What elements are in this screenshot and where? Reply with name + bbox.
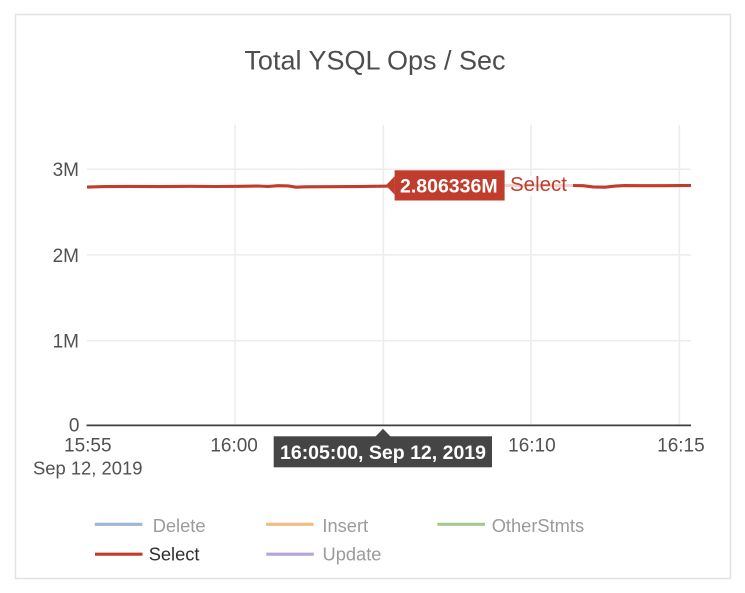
svg-text:16:05:00, Sep 12, 2019: 16:05:00, Sep 12, 2019 xyxy=(280,442,486,464)
svg-text:Delete: Delete xyxy=(153,515,206,536)
svg-text:OtherStmts: OtherStmts xyxy=(492,515,584,536)
svg-text:16:10: 16:10 xyxy=(508,436,556,457)
svg-text:Sep 12, 2019: Sep 12, 2019 xyxy=(33,458,142,479)
svg-text:16:00: 16:00 xyxy=(210,436,258,457)
svg-text:Select: Select xyxy=(149,543,200,564)
svg-text:0: 0 xyxy=(69,415,80,436)
svg-text:1M: 1M xyxy=(53,332,79,353)
svg-text:Insert: Insert xyxy=(322,515,368,536)
svg-text:Update: Update xyxy=(323,543,382,564)
svg-text:2.806336M: 2.806336M xyxy=(400,176,498,198)
svg-text:15:55: 15:55 xyxy=(64,436,112,457)
svg-text:Total YSQL Ops / Sec: Total YSQL Ops / Sec xyxy=(244,45,505,75)
svg-text:2M: 2M xyxy=(53,246,79,267)
svg-text:Select: Select xyxy=(510,173,567,196)
svg-text:3M: 3M xyxy=(53,160,79,181)
svg-text:16:15: 16:15 xyxy=(657,436,705,457)
